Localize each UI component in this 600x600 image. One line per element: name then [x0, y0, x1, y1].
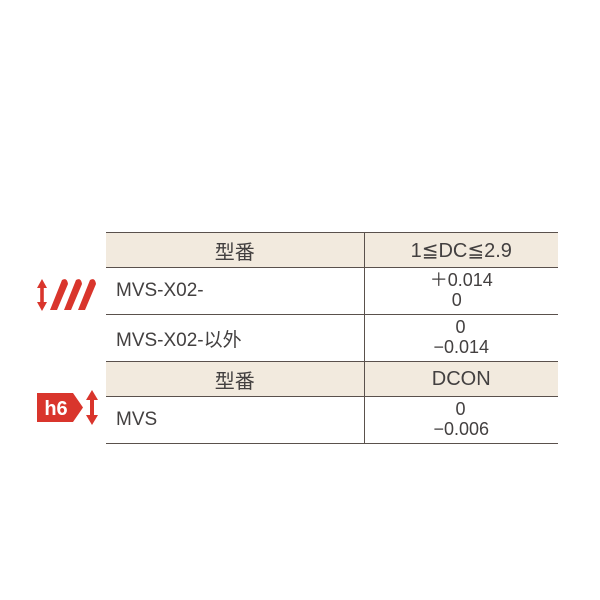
tolerance-value: ＋0.014 0: [364, 268, 558, 315]
header-range: 1≦DC≦2.9: [364, 233, 558, 268]
h6-label: h6: [44, 398, 67, 420]
table-header-row: 型番 DCON: [106, 362, 558, 397]
model-label: MVS: [106, 397, 364, 444]
model-label: MVS-X02-: [106, 268, 364, 315]
canvas: h6 型番 1≦DC≦2.9 MVS-X02- ＋0.014 0: [0, 0, 600, 600]
table: 型番 1≦DC≦2.9 MVS-X02- ＋0.014 0 MVS-X02-以外: [106, 232, 558, 444]
drill-flutes-icon: [37, 275, 100, 315]
table-row: MVS-X02- ＋0.014 0: [106, 268, 558, 315]
table-row: MVS-X02-以外 0 −0.014: [106, 315, 558, 362]
model-label: MVS-X02-以外: [106, 315, 364, 362]
tolerance-value: 0 −0.014: [364, 315, 558, 362]
table-header-row: 型番 1≦DC≦2.9: [106, 233, 558, 268]
h6-tolerance-icon: h6: [37, 390, 100, 425]
tolerance-value: 0 −0.006: [364, 397, 558, 444]
header-model: 型番: [106, 233, 364, 268]
tolerance-table: 型番 1≦DC≦2.9 MVS-X02- ＋0.014 0 MVS-X02-以外: [106, 232, 558, 444]
header-dcon: DCON: [364, 362, 558, 397]
table-row: MVS 0 −0.006: [106, 397, 558, 444]
header-model: 型番: [106, 362, 364, 397]
